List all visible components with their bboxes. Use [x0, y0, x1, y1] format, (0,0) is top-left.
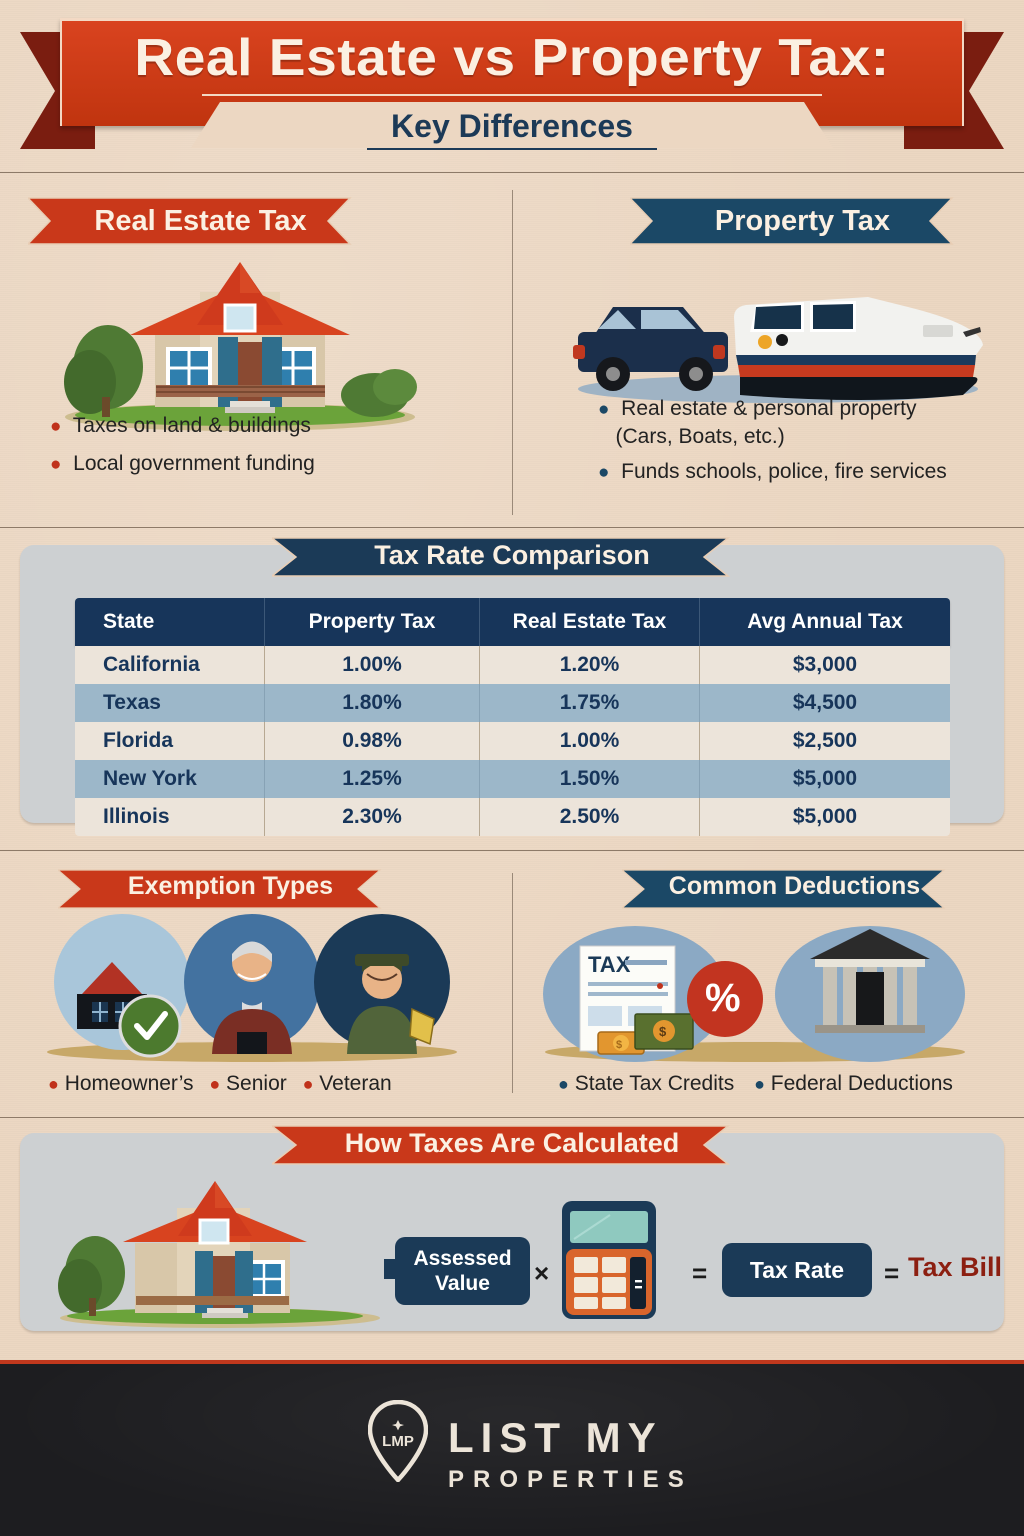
svg-text:$: $	[616, 1039, 622, 1051]
svg-text:TAX: TAX	[588, 952, 631, 977]
svg-text:%: %	[705, 976, 741, 1020]
svg-text:LMP: LMP	[382, 1433, 414, 1450]
svg-text:$: $	[659, 1024, 667, 1039]
